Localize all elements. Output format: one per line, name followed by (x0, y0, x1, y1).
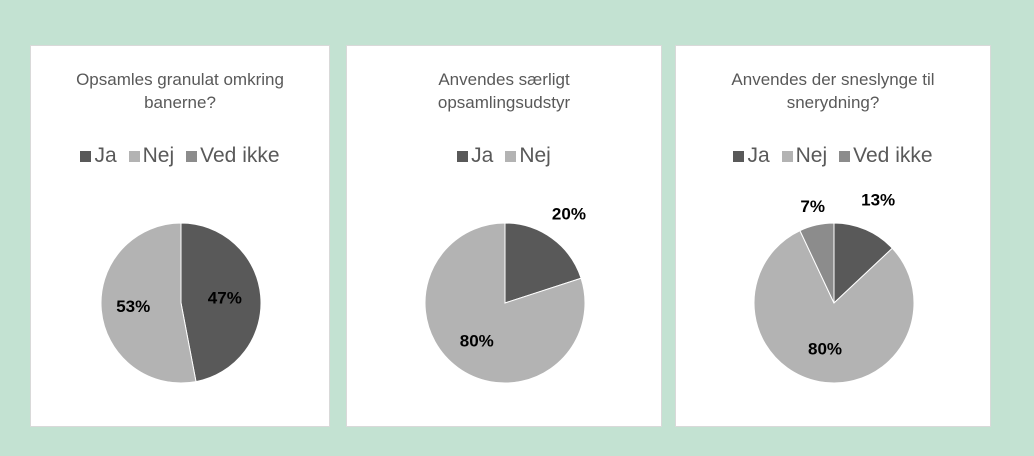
pie-slice (753, 229, 915, 384)
legend-item: Nej (505, 144, 551, 168)
pie-slice (180, 222, 262, 383)
data-label: 53% (116, 297, 150, 316)
legend: Ja Nej (347, 144, 661, 168)
chart-title: Anvendes der sneslynge til snerydning? (731, 70, 935, 112)
legend-label: Nej (142, 144, 175, 167)
pie-chart: 20% 80% (424, 204, 586, 384)
legend-label: Ja (747, 144, 770, 167)
legend-swatch (128, 150, 140, 162)
pie-slice (799, 222, 835, 304)
data-label: 7% (800, 197, 825, 216)
legend-swatch (80, 150, 92, 162)
legend-swatch (457, 150, 469, 162)
legend-item: Nej (781, 144, 828, 168)
legend-item: Ja (733, 144, 770, 168)
chart-panel: Anvendes særligt opsamlingsudstyr Ja Nej 20… (346, 45, 662, 427)
legend-label: Ved ikke (200, 144, 280, 167)
legend-swatch (505, 150, 517, 162)
data-label: 80% (808, 340, 842, 359)
legend-swatch (781, 150, 793, 162)
legend-label: Nej (795, 144, 828, 167)
pie-slice (424, 222, 586, 384)
legend-item: Ja (457, 144, 493, 168)
chart-title: Opsamles granulat omkring banerne? (76, 70, 284, 112)
data-label: 47% (208, 288, 242, 307)
legend-item: Ja (80, 144, 117, 168)
legend-label: Ja (94, 144, 117, 167)
pie-chart: 47% 53% (100, 222, 262, 384)
data-label: 13% (861, 190, 895, 209)
legend: Ja Nej Ved ikke (31, 144, 329, 168)
data-label: 20% (552, 204, 586, 223)
legend: Ja Nej Ved ikke (676, 144, 990, 168)
legend-label: Nej (519, 144, 551, 167)
legend-label: Ja (471, 144, 494, 167)
data-label: 80% (460, 331, 494, 350)
chart-panel: Anvendes der sneslynge til snerydning? Ja… (675, 45, 991, 427)
legend-label: Ved ikke (853, 144, 933, 167)
pie-slice (833, 222, 894, 305)
legend-swatch (186, 150, 198, 162)
pie-slice (100, 222, 197, 384)
legend-swatch (839, 150, 851, 162)
chart-panel: Opsamles granulat omkring banerne? Ja Nej V… (30, 45, 330, 427)
legend-item: Ved ikke (839, 144, 933, 168)
pie-chart: 13% 80% 7% (753, 190, 915, 384)
legend-item: Ved ikke (186, 144, 280, 168)
legend-item: Nej (128, 144, 175, 168)
legend-swatch (733, 150, 745, 162)
pie-slice (504, 222, 582, 304)
chart-title: Anvendes særligt opsamlingsudstyr (437, 70, 571, 112)
